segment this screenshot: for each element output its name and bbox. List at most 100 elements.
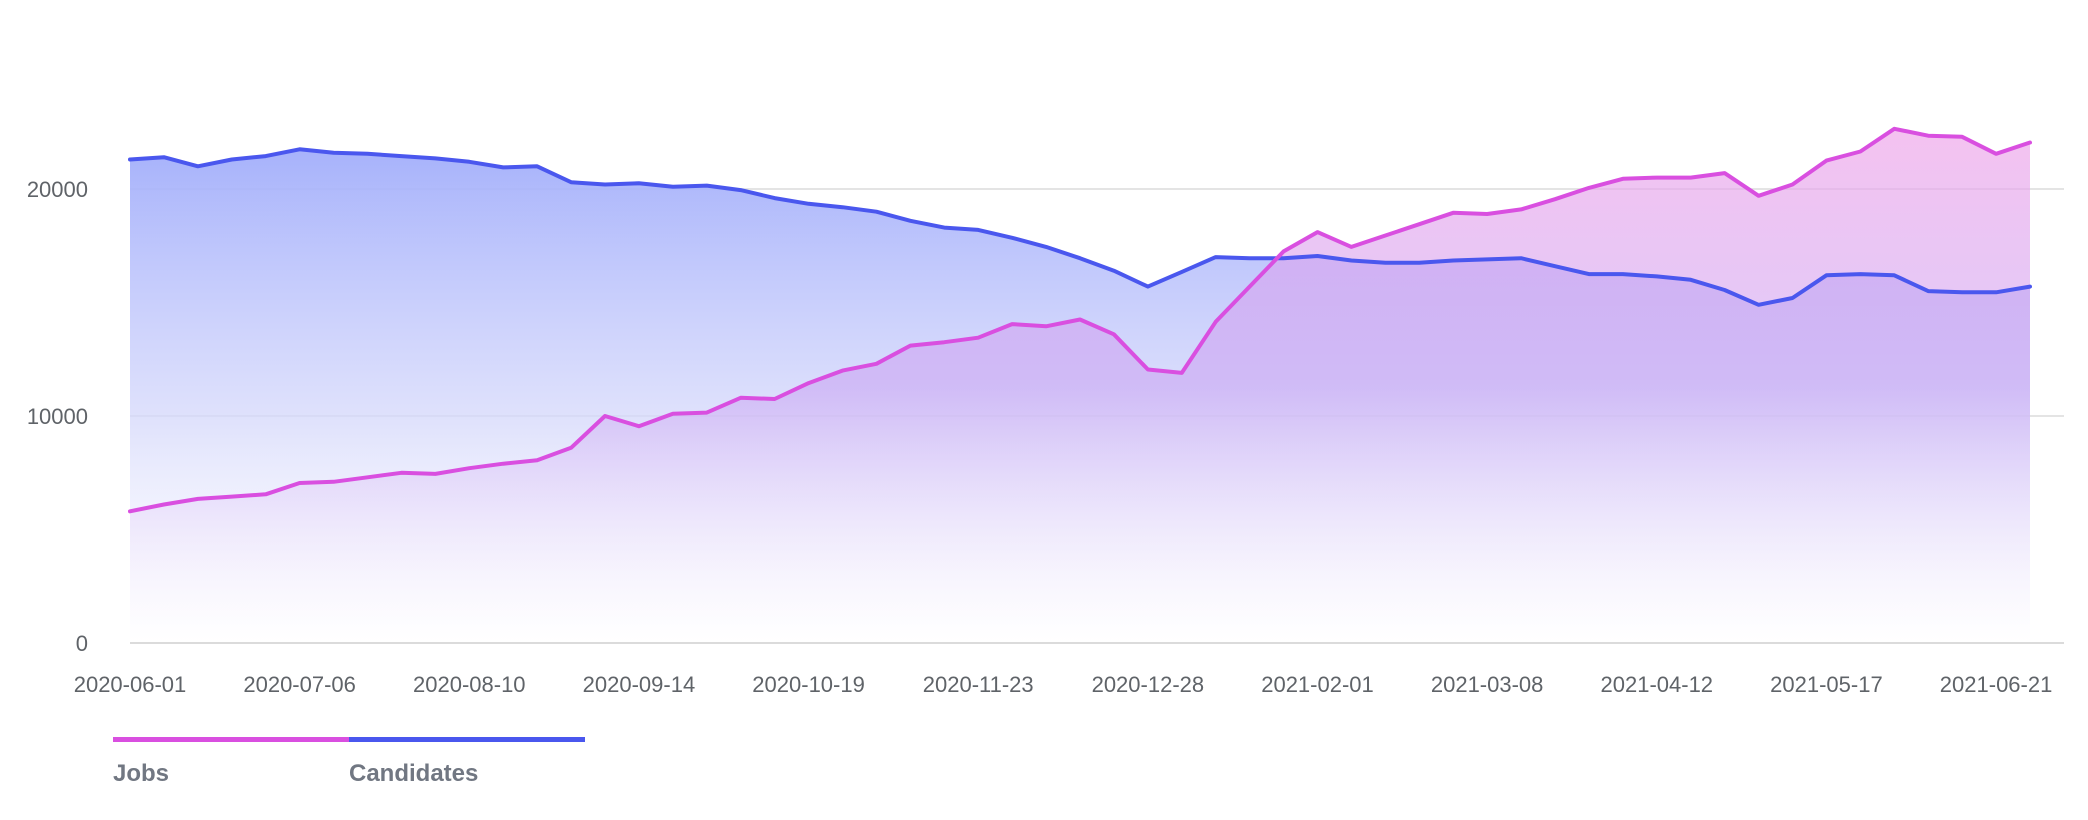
point-jobs bbox=[603, 414, 607, 418]
x-tick-label: 2020-11-23 bbox=[923, 672, 1034, 697]
point-candidates bbox=[637, 181, 641, 185]
area-jobs bbox=[130, 128, 2030, 644]
point-candidates bbox=[1858, 272, 1862, 276]
point-candidates bbox=[1892, 273, 1896, 277]
point-candidates bbox=[705, 184, 709, 188]
y-tick-label: 10000 bbox=[27, 404, 88, 429]
point-candidates bbox=[230, 158, 234, 162]
point-jobs bbox=[1621, 177, 1625, 181]
legend-label-jobs: Jobs bbox=[113, 760, 170, 787]
legend-item-candidates[interactable]: Candidates bbox=[349, 737, 585, 788]
point-candidates bbox=[976, 228, 980, 232]
x-tick-label: 2020-08-10 bbox=[413, 672, 526, 697]
point-jobs bbox=[705, 411, 709, 415]
point-jobs bbox=[1689, 176, 1693, 180]
point-candidates bbox=[1994, 290, 1998, 294]
point-candidates bbox=[1655, 274, 1659, 278]
point-candidates bbox=[467, 160, 471, 164]
point-jobs bbox=[1316, 230, 1320, 234]
point-jobs bbox=[637, 424, 641, 428]
point-candidates bbox=[1112, 269, 1116, 273]
point-jobs bbox=[1723, 171, 1727, 175]
point-jobs bbox=[128, 509, 132, 513]
point-jobs bbox=[1587, 186, 1591, 190]
point-candidates bbox=[1214, 255, 1218, 259]
point-candidates bbox=[1282, 256, 1286, 260]
point-candidates bbox=[942, 226, 946, 230]
x-tick-label: 2020-07-06 bbox=[243, 672, 356, 697]
point-jobs bbox=[1858, 150, 1862, 154]
point-candidates bbox=[807, 202, 811, 206]
point-candidates bbox=[773, 196, 777, 200]
x-tick-label: 2021-06-21 bbox=[1940, 672, 2053, 697]
point-candidates bbox=[1010, 236, 1014, 240]
point-jobs bbox=[1349, 245, 1353, 249]
x-tick-label: 2020-10-19 bbox=[752, 672, 865, 697]
point-jobs bbox=[1417, 222, 1421, 226]
legend-swatch-candidates bbox=[349, 737, 585, 742]
point-jobs bbox=[671, 412, 675, 416]
point-candidates bbox=[264, 154, 268, 158]
point-jobs bbox=[1214, 320, 1218, 324]
point-jobs bbox=[1757, 194, 1761, 198]
point-jobs bbox=[1655, 176, 1659, 180]
point-jobs bbox=[2028, 141, 2032, 145]
point-candidates bbox=[196, 164, 200, 168]
point-candidates bbox=[1248, 256, 1252, 260]
legend-item-jobs[interactable]: Jobs bbox=[113, 737, 349, 788]
point-candidates bbox=[874, 210, 878, 214]
point-jobs bbox=[1519, 207, 1523, 211]
point-candidates bbox=[1485, 257, 1489, 261]
point-candidates bbox=[1824, 273, 1828, 277]
x-tick-label: 2021-02-01 bbox=[1261, 672, 1374, 697]
point-jobs bbox=[739, 396, 743, 400]
point-candidates bbox=[535, 164, 539, 168]
point-jobs bbox=[1994, 152, 1998, 156]
point-jobs bbox=[1146, 368, 1150, 372]
point-candidates bbox=[1960, 290, 1964, 294]
point-candidates bbox=[1621, 272, 1625, 276]
point-jobs bbox=[1553, 197, 1557, 201]
point-jobs bbox=[1010, 322, 1014, 326]
point-candidates bbox=[1723, 288, 1727, 292]
point-jobs bbox=[1892, 127, 1896, 131]
point-candidates bbox=[1383, 261, 1387, 265]
point-jobs bbox=[230, 495, 234, 499]
point-jobs bbox=[1451, 211, 1455, 215]
point-jobs bbox=[942, 340, 946, 344]
point-jobs bbox=[1248, 285, 1252, 289]
point-candidates bbox=[1926, 289, 1930, 293]
point-candidates bbox=[366, 152, 370, 156]
point-candidates bbox=[1451, 259, 1455, 263]
point-jobs bbox=[467, 466, 471, 470]
x-tick-label: 2020-09-14 bbox=[583, 672, 696, 697]
y-tick-label: 20000 bbox=[27, 177, 88, 202]
legend: Jobs Candidates bbox=[113, 737, 585, 788]
point-candidates bbox=[1417, 261, 1421, 265]
point-candidates bbox=[1146, 285, 1150, 289]
point-candidates bbox=[399, 154, 403, 158]
point-jobs bbox=[196, 497, 200, 501]
point-jobs bbox=[1112, 332, 1116, 336]
point-candidates bbox=[433, 156, 437, 160]
point-jobs bbox=[1960, 135, 1964, 139]
point-jobs bbox=[1180, 371, 1184, 375]
point-candidates bbox=[1519, 256, 1523, 260]
point-jobs bbox=[1078, 318, 1082, 322]
axes: 0 10000 20000 2020-06-01 2020-07-06 2020-08-1… bbox=[27, 177, 2064, 697]
point-candidates bbox=[162, 155, 166, 159]
point-jobs bbox=[569, 446, 573, 450]
point-jobs bbox=[908, 344, 912, 348]
legend-swatch-jobs bbox=[113, 737, 349, 742]
x-tick-label: 2021-03-08 bbox=[1431, 672, 1544, 697]
point-jobs bbox=[1044, 324, 1048, 328]
point-jobs bbox=[1485, 212, 1489, 216]
point-candidates bbox=[501, 165, 505, 169]
point-candidates bbox=[1180, 270, 1184, 274]
series-areas bbox=[130, 128, 2030, 644]
point-candidates bbox=[1316, 254, 1320, 258]
line-jobs bbox=[128, 126, 2032, 514]
point-candidates bbox=[739, 188, 743, 192]
x-tick-label: 2020-06-01 bbox=[74, 672, 187, 697]
